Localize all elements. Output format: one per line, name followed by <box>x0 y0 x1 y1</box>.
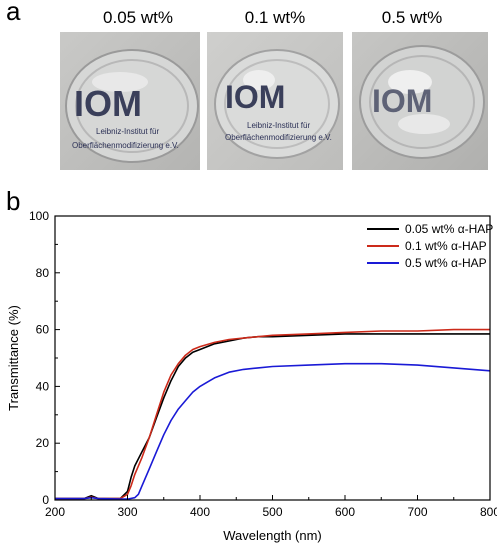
x-axis-label: Wavelength (nm) <box>223 528 322 543</box>
caption-2b: Oberflächenmodifizierung e.V. <box>225 133 332 142</box>
x-tick-label: 700 <box>407 505 427 519</box>
panel-b-letter: b <box>6 186 21 216</box>
panel-a-letter: a <box>6 0 21 26</box>
sample-photo-2: IOM Leibniz-Institut für Oberflächenmodi… <box>207 32 343 170</box>
x-tick-label: 300 <box>117 505 137 519</box>
sample-photo-1: IOM Leibniz-Institut für Oberflächenmodi… <box>60 32 200 170</box>
legend-label-2: 0.1 wt% α-HAP <box>405 239 487 253</box>
x-tick-label: 500 <box>262 505 282 519</box>
y-tick-label: 40 <box>36 379 50 393</box>
logo-text-1: IOM <box>74 83 142 124</box>
caption-2a: Leibniz-Institut für <box>247 121 310 130</box>
sample-photo-3: IOM <box>352 32 488 170</box>
sample-label-3: 0.5 wt% <box>381 8 443 27</box>
series-line-3 <box>55 362 491 500</box>
y-axis-label: Transmittance (%) <box>6 305 21 411</box>
x-tick-label: 800 <box>480 505 497 519</box>
y-tick-label: 100 <box>29 209 49 223</box>
y-tick-label: 80 <box>36 266 50 280</box>
x-tick-label: 600 <box>335 505 355 519</box>
x-tick-label: 400 <box>190 505 210 519</box>
logo-text-2: IOM <box>225 79 285 115</box>
caption-1b: Oberflächenmodifizierung e.V. <box>72 141 179 150</box>
legend-label-3: 0.5 wt% α-HAP <box>405 256 487 270</box>
sample-label-1: 0.05 wt% <box>103 8 173 27</box>
x-tick-label: 200 <box>45 505 65 519</box>
y-tick-label: 60 <box>36 323 50 337</box>
y-tick-label: 20 <box>36 436 50 450</box>
logo-text-3: IOM <box>372 83 432 119</box>
caption-1a: Leibniz-Institut für <box>96 127 159 136</box>
y-tick-label: 0 <box>42 493 49 507</box>
series-line-2 <box>55 328 490 500</box>
sample-label-2: 0.1 wt% <box>244 8 306 27</box>
legend-label-1: 0.05 wt% α-HAP <box>405 222 493 236</box>
series-line-1 <box>55 333 490 500</box>
